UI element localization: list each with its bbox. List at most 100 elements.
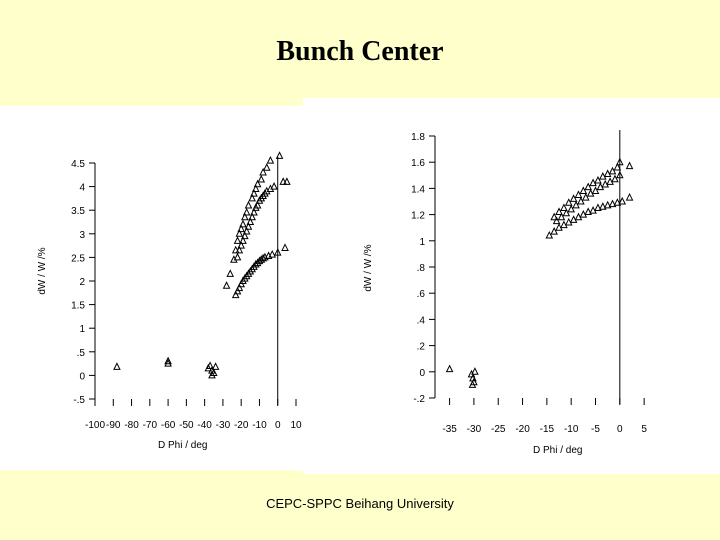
y-tick-label: .8 bbox=[417, 263, 426, 274]
y-tick-label: 2.5 bbox=[71, 253, 85, 264]
data-point bbox=[577, 196, 585, 205]
data-point bbox=[268, 249, 277, 258]
data-point bbox=[164, 356, 172, 365]
data-point bbox=[244, 222, 253, 230]
data-point bbox=[231, 290, 240, 299]
data-point bbox=[598, 202, 607, 210]
x-tick-label: -70 bbox=[143, 420, 158, 431]
data-point bbox=[275, 151, 284, 159]
data-point bbox=[591, 186, 600, 195]
data-point bbox=[259, 191, 267, 200]
data-point bbox=[569, 194, 578, 202]
data-point bbox=[250, 189, 258, 197]
data-point bbox=[594, 203, 602, 212]
x-tick-label: -20 bbox=[234, 420, 249, 431]
data-point bbox=[239, 276, 247, 284]
data-point bbox=[273, 248, 282, 256]
data-point bbox=[226, 269, 235, 277]
data-point bbox=[281, 243, 289, 251]
data-point bbox=[244, 269, 253, 277]
x-axis-title: D Phi / deg bbox=[533, 445, 582, 456]
x-tick-label: -80 bbox=[124, 420, 139, 431]
data-point bbox=[618, 196, 627, 205]
data-point bbox=[608, 199, 617, 208]
y-tick-label: .5 bbox=[77, 348, 86, 359]
data-point bbox=[613, 162, 622, 171]
data-point bbox=[206, 361, 214, 369]
x-tick-label: 5 bbox=[641, 424, 647, 435]
x-tick-label: -30 bbox=[216, 420, 231, 431]
data-point bbox=[625, 161, 634, 170]
y-tick-label: .6 bbox=[417, 289, 426, 300]
y-tick-label: .4 bbox=[417, 315, 426, 326]
data-point bbox=[616, 170, 624, 179]
right-chart: -.2 0 .2 .4 .6 .8 1 1.2 1.4 1.6 1.8 -35 -30 -25 -20 -15… bbox=[363, 130, 647, 456]
y-tick-label: 0 bbox=[419, 368, 425, 379]
data-point bbox=[259, 253, 267, 262]
data-point bbox=[572, 200, 580, 209]
data-point bbox=[611, 174, 619, 183]
data-point bbox=[211, 362, 220, 370]
x-tick-label: -10 bbox=[252, 420, 267, 431]
data-point bbox=[239, 236, 247, 244]
data-point bbox=[255, 196, 264, 204]
x-tick-label: -10 bbox=[564, 424, 579, 435]
data-point bbox=[584, 207, 593, 215]
y-tick-label: 2 bbox=[79, 277, 85, 288]
data-point bbox=[574, 190, 583, 198]
data-point bbox=[248, 264, 256, 273]
data-point bbox=[279, 177, 288, 185]
data-point bbox=[283, 177, 291, 185]
data-point bbox=[579, 186, 588, 195]
data-point bbox=[259, 167, 267, 176]
data-point bbox=[208, 370, 216, 379]
x-tick-label: -90 bbox=[106, 420, 121, 431]
y-tick-label: .2 bbox=[417, 342, 426, 353]
data-point bbox=[222, 281, 231, 289]
data-point bbox=[560, 203, 568, 212]
data-point bbox=[550, 212, 558, 221]
x-tick-label: -35 bbox=[442, 424, 457, 435]
data-point bbox=[233, 236, 242, 244]
data-point bbox=[251, 184, 260, 192]
data-point bbox=[613, 198, 622, 206]
slide-title: Bunch Center bbox=[276, 36, 444, 67]
data-point bbox=[584, 182, 593, 191]
data-point bbox=[231, 245, 240, 254]
data-point bbox=[250, 262, 258, 270]
data-point bbox=[246, 217, 255, 225]
data-point bbox=[250, 207, 258, 216]
data-point bbox=[242, 207, 251, 216]
data-point bbox=[270, 181, 278, 190]
data-point bbox=[237, 240, 245, 249]
y-tick-label: 1 bbox=[419, 237, 425, 248]
data-point bbox=[248, 212, 256, 221]
data-point bbox=[608, 166, 617, 175]
data-point bbox=[564, 198, 573, 206]
data-point bbox=[242, 226, 251, 235]
data-point bbox=[257, 174, 266, 183]
left-chart: -.50.511.522.533.544.5-100 -90 -80 -70 -60 -5… bbox=[37, 151, 302, 451]
x-tick-label: -25 bbox=[491, 424, 506, 435]
data-point bbox=[235, 283, 244, 292]
y-tick-label: 1.6 bbox=[411, 158, 425, 169]
data-point bbox=[241, 231, 249, 240]
data-point bbox=[616, 157, 624, 166]
data-point bbox=[251, 203, 260, 211]
y-tick-label: 1 bbox=[79, 324, 85, 335]
data-point bbox=[246, 266, 255, 275]
data-point bbox=[550, 227, 558, 235]
x-tick-label: -50 bbox=[179, 420, 194, 431]
x-tick-label: -30 bbox=[467, 424, 482, 435]
data-point bbox=[445, 364, 454, 373]
data-point bbox=[253, 179, 262, 188]
data-point bbox=[241, 274, 249, 282]
y-tick-label: 3 bbox=[79, 230, 85, 241]
data-point bbox=[552, 216, 561, 225]
data-point bbox=[235, 229, 244, 237]
data-point bbox=[468, 380, 477, 388]
data-point bbox=[557, 212, 566, 221]
data-point bbox=[237, 224, 245, 233]
x-tick-label: -60 bbox=[161, 420, 176, 431]
data-point bbox=[262, 163, 271, 171]
